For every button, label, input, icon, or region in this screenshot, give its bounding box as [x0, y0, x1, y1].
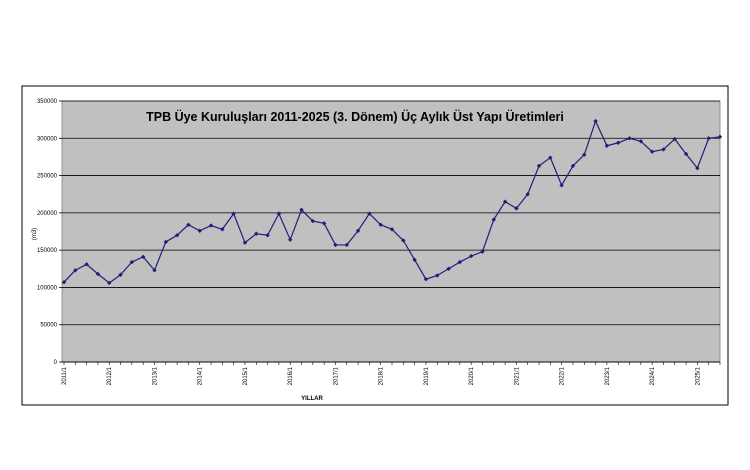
point-marker	[706, 136, 711, 141]
point-marker	[163, 239, 168, 245]
point-marker	[525, 192, 530, 197]
point-marker	[683, 151, 689, 157]
point-marker	[355, 228, 361, 233]
y-axis-label: (m3)	[32, 228, 38, 240]
point-marker	[536, 163, 542, 169]
x-tick-label: 2013/1	[152, 366, 158, 385]
x-tick-label: 2014/1	[198, 366, 204, 385]
point-marker	[265, 233, 270, 238]
point-marker	[344, 242, 349, 248]
point-marker	[333, 242, 338, 248]
point-marker	[197, 228, 202, 233]
x-tick-label: 2019/1	[424, 366, 430, 385]
point-marker	[401, 238, 406, 243]
plot-area	[61, 100, 721, 363]
x-tick-label: 2025/1	[695, 366, 701, 385]
point-marker	[129, 259, 135, 265]
point-marker	[389, 227, 395, 232]
point-marker	[208, 223, 214, 228]
point-marker	[118, 272, 123, 277]
x-tick-label: 2020/1	[469, 366, 475, 385]
point-marker	[254, 231, 259, 236]
point-marker	[152, 268, 157, 273]
point-marker	[84, 262, 89, 267]
point-marker	[367, 211, 372, 216]
y-tick-label: 100000	[37, 285, 58, 291]
point-marker	[73, 268, 78, 273]
point-marker	[299, 207, 304, 213]
point-marker	[231, 211, 236, 216]
x-tick-label: 2018/1	[379, 366, 385, 385]
point-marker	[559, 183, 564, 188]
point-marker	[276, 211, 282, 216]
point-marker	[310, 218, 316, 224]
point-marker	[514, 206, 519, 211]
point-marker	[616, 140, 621, 145]
point-marker	[570, 163, 576, 169]
point-marker	[446, 266, 451, 271]
point-marker	[186, 222, 191, 227]
point-marker	[61, 280, 67, 285]
point-marker	[435, 273, 440, 278]
point-marker	[95, 271, 101, 277]
x-tick-label: 2011/1	[62, 366, 68, 385]
point-marker	[627, 136, 632, 141]
point-marker	[649, 149, 655, 154]
x-tick-label: 2022/1	[560, 366, 566, 385]
y-tick-label: 200000	[37, 211, 58, 217]
point-marker	[220, 227, 225, 232]
y-tick-label: 300000	[37, 136, 58, 142]
y-tick-label: 0	[54, 360, 58, 366]
point-marker	[288, 237, 293, 242]
x-tick-label: 2015/1	[243, 366, 249, 385]
point-marker	[457, 259, 463, 265]
point-marker	[638, 139, 644, 144]
x-tick-label: 2023/1	[605, 366, 611, 385]
point-marker	[593, 118, 598, 124]
point-marker	[412, 257, 417, 263]
y-tick-label: 250000	[37, 174, 58, 180]
x-tick-label: 2024/1	[650, 366, 656, 385]
point-marker	[140, 254, 146, 260]
point-marker	[695, 165, 700, 171]
point-marker	[582, 152, 587, 157]
x-axis-label: YILLAR	[301, 396, 323, 402]
point-marker	[378, 222, 383, 227]
chart-title: TPB Üye Kuruluşları 2011-2025 (3. Dönem)…	[146, 109, 564, 124]
x-tick-label: 2021/1	[514, 366, 520, 385]
point-marker	[321, 221, 327, 226]
x-tick-label: 2017/1	[333, 366, 339, 385]
point-marker	[502, 199, 508, 204]
point-marker	[107, 280, 112, 286]
y-tick-label: 350000	[37, 99, 58, 105]
x-tick-label: 2012/1	[107, 366, 113, 385]
point-marker	[174, 233, 180, 238]
point-marker	[672, 136, 677, 142]
point-marker	[242, 240, 248, 245]
point-marker	[491, 217, 496, 222]
point-marker	[423, 277, 429, 282]
x-tick-label: 2016/1	[288, 366, 294, 385]
point-marker	[480, 249, 485, 254]
point-marker	[548, 155, 553, 160]
point-marker	[661, 147, 666, 152]
point-marker	[604, 143, 610, 148]
y-tick-label: 150000	[37, 248, 58, 254]
point-marker	[717, 134, 723, 139]
y-tick-label: 50000	[40, 323, 57, 329]
point-marker	[468, 253, 474, 259]
